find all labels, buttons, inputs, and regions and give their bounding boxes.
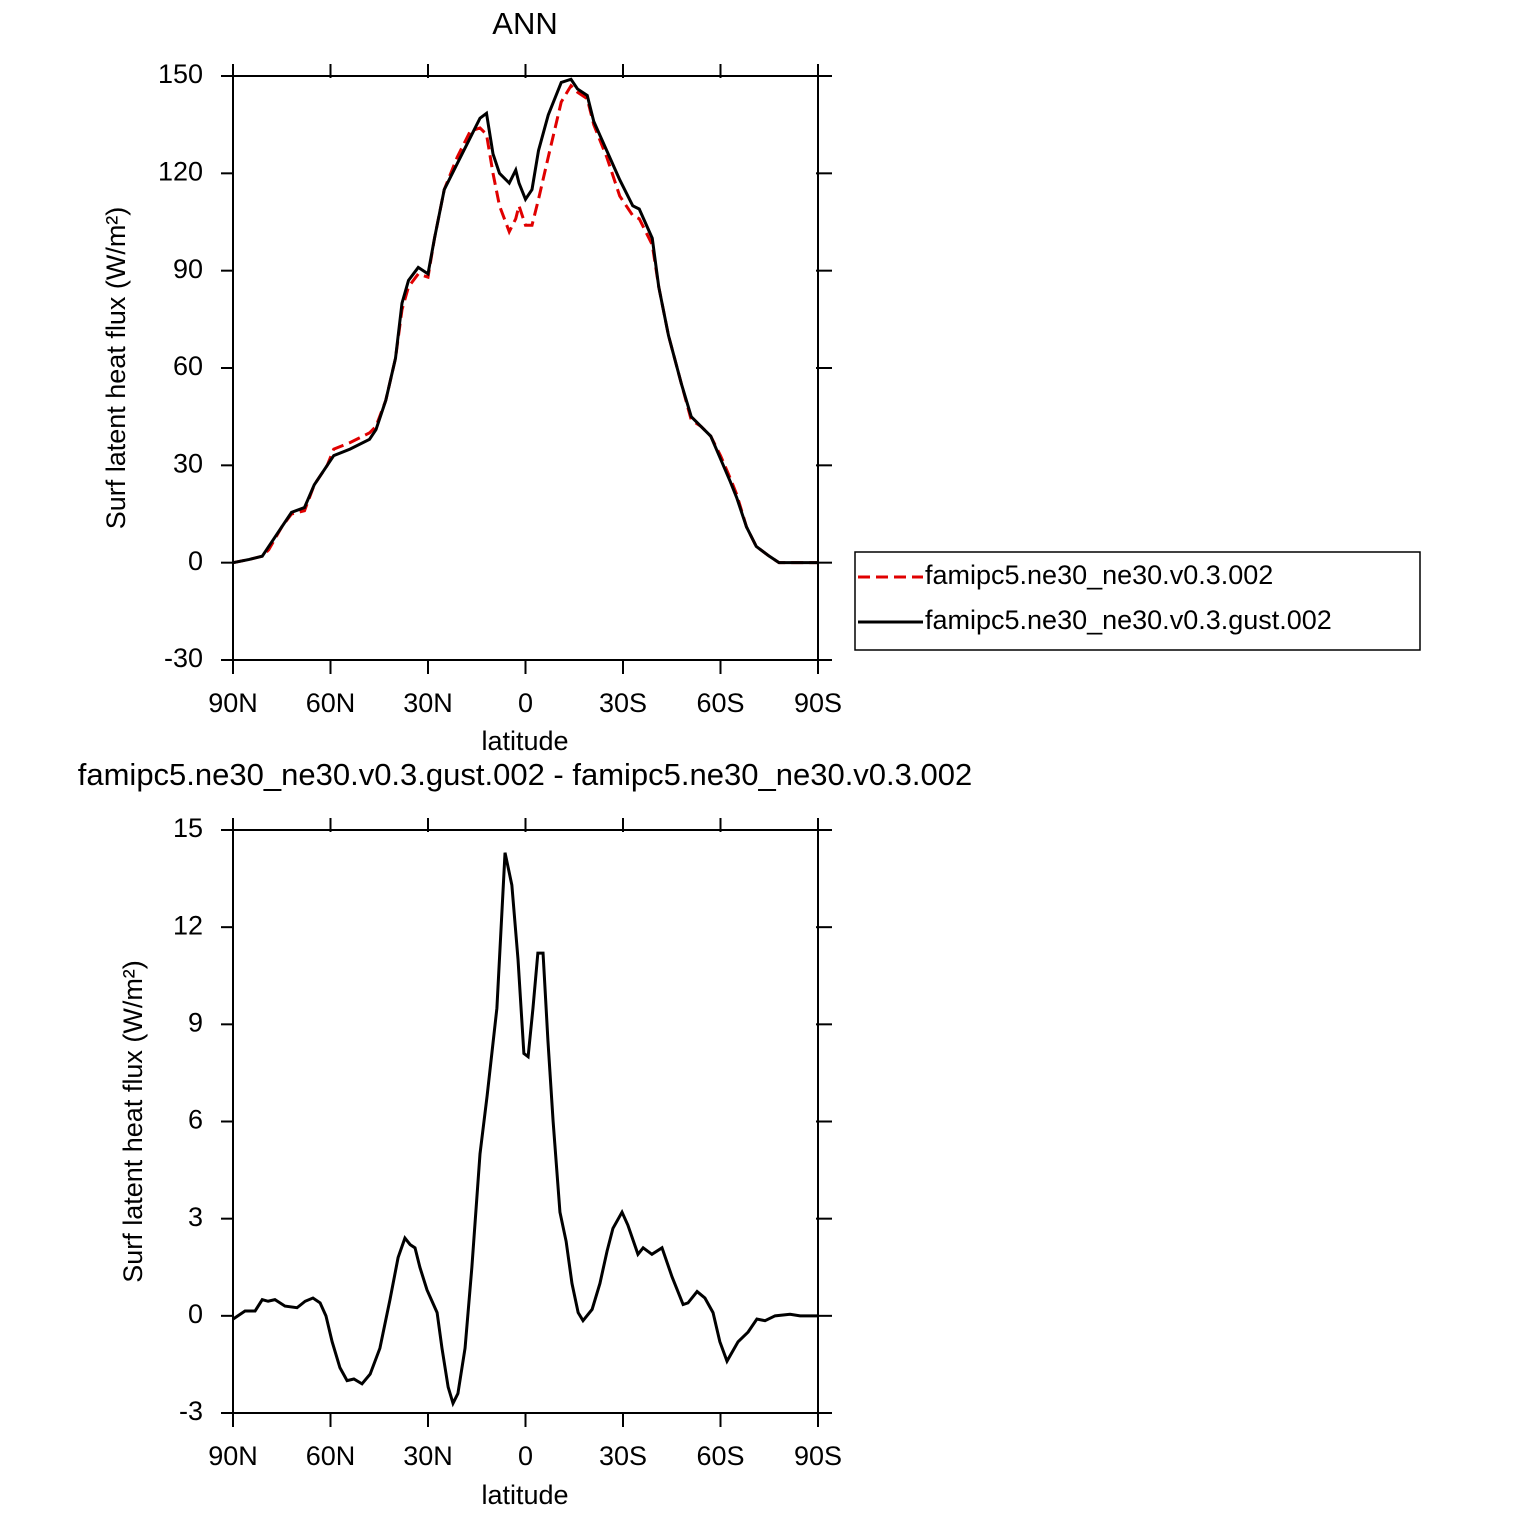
y-tick-label: 150 [158, 59, 203, 89]
y-tick-label: 0 [188, 1299, 203, 1329]
y-tick-label: 90 [173, 254, 203, 284]
series-line [232, 852, 818, 1408]
y-tick-label: -3 [179, 1396, 203, 1426]
x-tick-label: 0 [518, 688, 533, 718]
y-tick-label: 6 [188, 1105, 203, 1135]
y-tick-label: -30 [164, 643, 203, 673]
series-line [232, 77, 818, 565]
x-tick-label: 60S [696, 688, 744, 718]
y-axis-label: Surf latent heat flux (W/m²) [101, 207, 131, 530]
y-tick-label: 120 [158, 156, 203, 186]
y-tick-label: 3 [188, 1202, 203, 1232]
legend-label: famipc5.ne30_ne30.v0.3.gust.002 [925, 605, 1332, 635]
x-tick-label: 30S [599, 1441, 647, 1471]
y-tick-label: 12 [173, 910, 203, 940]
y-tick-label: 0 [188, 546, 203, 576]
x-tick-label: 90N [208, 688, 258, 718]
legend-label: famipc5.ne30_ne30.v0.3.002 [925, 560, 1273, 590]
x-tick-label: 90N [208, 1441, 258, 1471]
x-tick-label: 30N [403, 688, 453, 718]
x-tick-label: 0 [518, 1441, 533, 1471]
x-tick-label: 90S [794, 688, 842, 718]
x-axis-label: latitude [481, 726, 568, 756]
x-tick-label: 60N [306, 688, 356, 718]
chart-title: ANN [492, 6, 557, 41]
x-tick-label: 60S [696, 1441, 744, 1471]
y-tick-label: 30 [173, 448, 203, 478]
y-axis-label: Surf latent heat flux (W/m²) [118, 960, 148, 1283]
y-tick-label: 60 [173, 351, 203, 381]
y-tick-label: 9 [188, 1007, 203, 1037]
series-line [232, 83, 818, 565]
x-tick-label: 90S [794, 1441, 842, 1471]
x-tick-label: 30N [403, 1441, 453, 1471]
x-axis-label: latitude [481, 1480, 568, 1510]
x-tick-label: 60N [306, 1441, 356, 1471]
x-tick-label: 30S [599, 688, 647, 718]
chart-title: famipc5.ne30_ne30.v0.3.gust.002 - famipc… [78, 757, 973, 792]
legend-box [854, 551, 1421, 651]
plot-frame [232, 75, 819, 661]
plot-frame [232, 829, 819, 1414]
y-tick-label: 15 [173, 813, 203, 843]
